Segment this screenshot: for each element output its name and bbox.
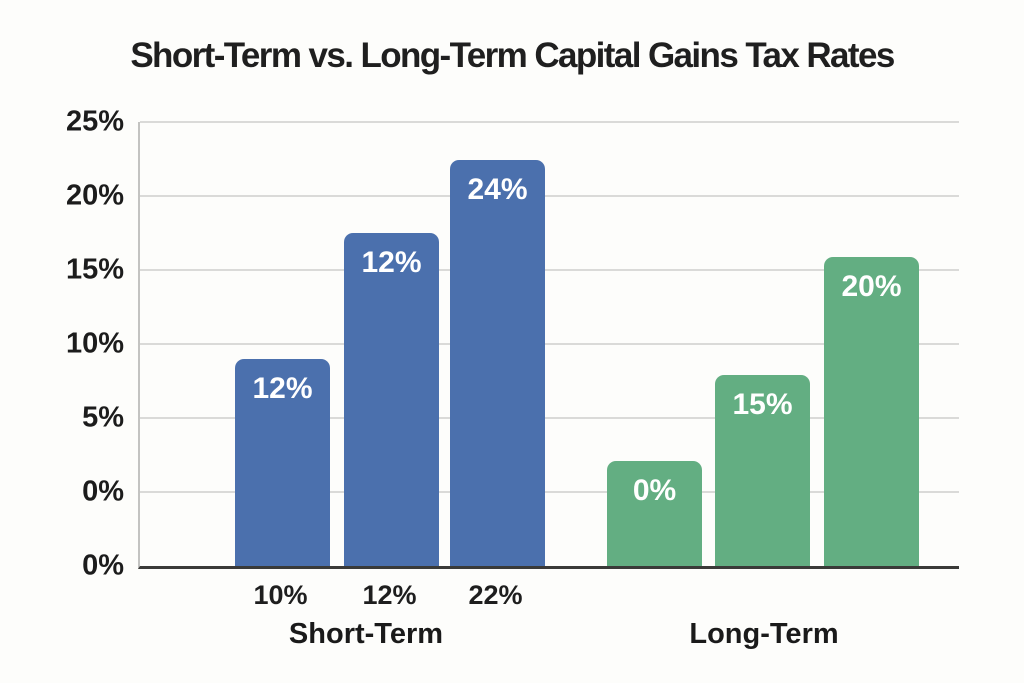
bar-value-label: 24% — [467, 173, 528, 206]
gridline — [140, 491, 959, 493]
group-label-short-term: Short-Term — [288, 618, 444, 650]
bar-value-label: 12% — [252, 372, 313, 405]
y-axis-tick-label: 15% — [65, 253, 124, 286]
chart-title: Short-Term vs. Long-Term Capital Gains T… — [130, 36, 895, 75]
y-axis-tick-label: 20% — [65, 179, 124, 212]
y-axis-tick-label: 25% — [65, 105, 124, 138]
bar-value-label: 15% — [732, 388, 793, 421]
bar-value-label: 20% — [841, 270, 902, 303]
y-axis-tick-label: 5% — [82, 401, 124, 434]
bar-long-term-1: 0% — [607, 461, 702, 566]
bar-value-label: 0% — [632, 474, 677, 507]
plot-area: 12% 12% 24% 0% 15% 20% — [138, 121, 959, 569]
bar-short-term-1: 12% — [235, 359, 330, 566]
group-label-long-term: Long-Term — [689, 618, 839, 650]
gridline — [140, 417, 959, 419]
bar-short-term-3: 24% — [450, 160, 545, 566]
gridline — [140, 269, 959, 271]
x-axis-tick-label: 10% — [253, 580, 308, 610]
bar-short-term-2: 12% — [344, 233, 439, 566]
bar-long-term-2: 15% — [715, 375, 810, 566]
x-axis-tick-label: 12% — [362, 580, 417, 610]
y-axis-tick-label: 10% — [65, 327, 124, 360]
gridline — [140, 121, 959, 123]
x-axis-tick-label: 22% — [468, 580, 523, 610]
y-axis-tick-label: 0% — [82, 549, 124, 582]
gridline — [140, 343, 959, 345]
gridline — [140, 195, 959, 197]
bar-long-term-3: 20% — [824, 257, 919, 566]
y-axis-tick-label: 0% — [82, 475, 124, 508]
bar-value-label: 12% — [361, 246, 422, 279]
